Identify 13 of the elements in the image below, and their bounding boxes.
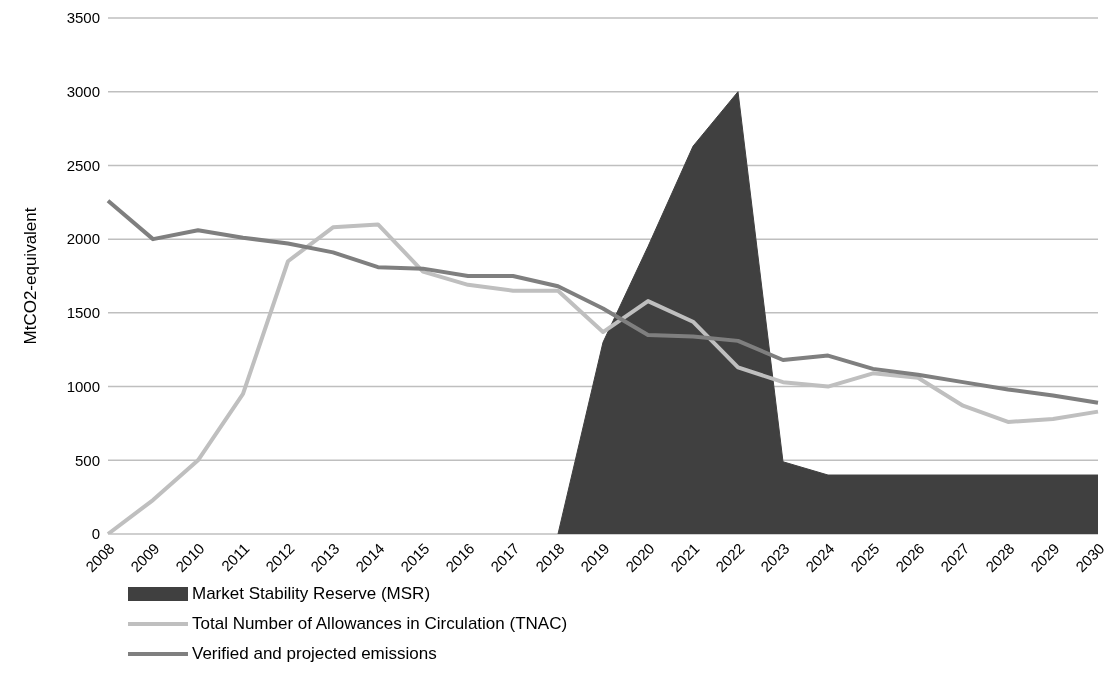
line-series [106,198,1100,405]
y-tick-label: 500 [74,451,100,469]
y-tick-label: 1500 [66,304,100,322]
y-tick-label: 3500 [66,9,100,27]
legend-label: Total Number of Allowances in Circulation (TNAC) [192,614,568,634]
y-tick-label: 3000 [66,83,100,101]
y-tick-label: 0 [91,525,100,543]
y-axis-title: MtCO2-equivalent [21,207,41,345]
y-tick-label: 1000 [66,377,100,395]
legend-label: Market Stability Reserve (MSR) [192,584,431,604]
y-tick-label: 2500 [66,156,100,174]
y-tick-label: 2000 [66,230,100,248]
legend-label: Verified and projected emissions [192,644,437,664]
